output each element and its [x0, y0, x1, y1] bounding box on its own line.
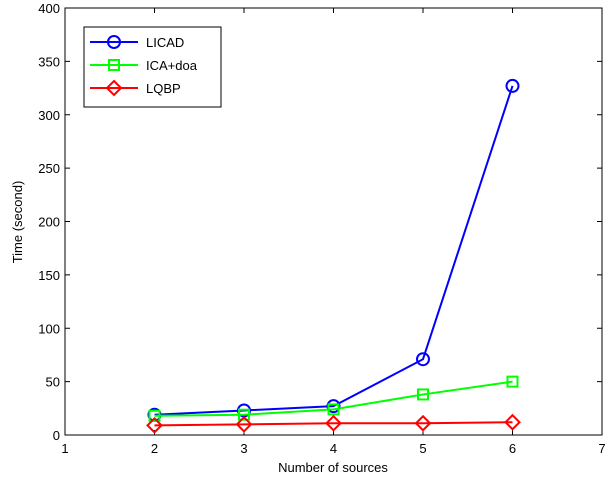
legend-marker-0 [107, 35, 121, 49]
legend-marker-1 [108, 59, 120, 71]
x-tick-label-2: 3 [240, 441, 247, 456]
x-tick-label-3: 4 [330, 441, 337, 456]
data-point-1-2 [327, 403, 340, 416]
y-tick-label-8: 400 [38, 1, 60, 16]
data-point-1-3 [417, 388, 429, 401]
x-tick-label-0: 1 [61, 441, 68, 456]
data-point-0-3 [416, 352, 430, 367]
x-tick-label-5: 6 [509, 441, 516, 456]
x-tick-label-4: 5 [419, 441, 426, 456]
legend: LICAD ICA+doa LQBP [83, 26, 222, 108]
series-line-2 [154, 421, 513, 427]
series-ica-doa [148, 375, 519, 422]
legend-box [83, 26, 222, 108]
legend-label-2: LQBP [146, 81, 181, 96]
data-point-0-4 [505, 78, 520, 93]
legend-label-1: ICA+doa [146, 58, 198, 73]
x-tick-label-1: 2 [151, 441, 158, 456]
x-axis-title: Number of sources [278, 460, 388, 475]
data-point-2-1 [235, 415, 253, 433]
y-tick-label-0: 0 [53, 428, 60, 443]
legend-marker-2 [105, 79, 123, 97]
y-tick-label-1: 50 [46, 375, 60, 390]
series-layer [146, 78, 521, 434]
x-tick-label-6: 7 [598, 441, 605, 456]
y-tick-label-7: 350 [38, 54, 60, 69]
y-tick-label-3: 150 [38, 268, 60, 283]
y-tick-label-2: 100 [38, 321, 60, 336]
y-axis-title: Time (second) [10, 181, 25, 264]
y-tick-label-4: 200 [38, 215, 60, 230]
data-point-2-0 [146, 416, 163, 434]
data-point-2-4 [504, 413, 521, 431]
series-lqbp [146, 413, 521, 434]
y-tick-label-5: 250 [38, 161, 60, 176]
series-line-0 [154, 85, 514, 416]
data-point-1-4 [506, 375, 519, 388]
data-point-2-2 [325, 414, 342, 432]
data-point-1-0 [148, 409, 161, 422]
y-tick-label-6: 300 [38, 108, 60, 123]
legend-label-0: LICAD [146, 35, 184, 50]
data-point-2-3 [414, 414, 432, 432]
series-line-1 [154, 380, 513, 417]
data-point-1-1 [238, 408, 250, 421]
